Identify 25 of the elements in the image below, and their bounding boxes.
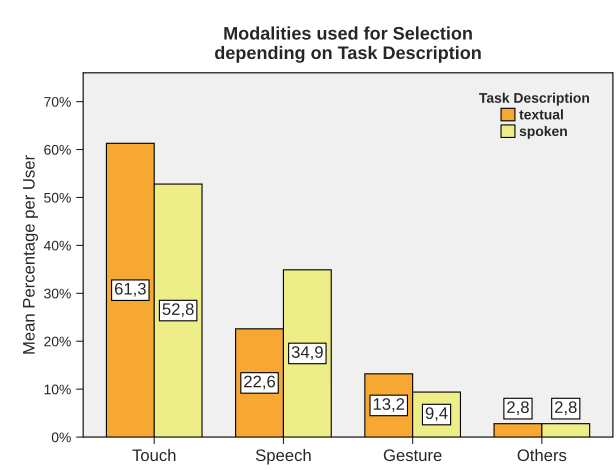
y-tick-label: 40% xyxy=(44,240,71,251)
data-label: 52,8 xyxy=(162,303,194,318)
y-tick-label: 20% xyxy=(44,336,71,346)
data-label: 2,8 xyxy=(555,401,577,416)
data-label: 2,8 xyxy=(507,401,529,416)
data-label: 61,3 xyxy=(114,282,146,297)
x-tick-label: Others xyxy=(518,448,566,462)
y-tick-label: 60% xyxy=(44,144,71,155)
y-tick-label: 70% xyxy=(44,96,71,107)
y-tick-label: 30% xyxy=(44,288,71,298)
x-tick-label: Gesture xyxy=(384,449,442,462)
x-tick-label: Touch xyxy=(132,448,176,462)
data-label: 9,4 xyxy=(426,407,448,422)
y-axis-title: Mean Percentage per User xyxy=(23,155,38,354)
legend-title: Task Description xyxy=(479,92,589,106)
data-label: 22,6 xyxy=(244,376,276,390)
y-tick-label: 50% xyxy=(44,192,71,203)
x-tick-label: Speech xyxy=(256,448,311,464)
legend-label: spoken xyxy=(520,126,567,139)
y-tick-label: 0% xyxy=(52,432,71,442)
data-label: 13,2 xyxy=(374,398,404,412)
y-tick-label: 10% xyxy=(44,384,71,394)
data-label: 34,9 xyxy=(292,346,323,360)
legend-label: textual xyxy=(519,109,563,120)
chart-title: Modalities used for Selection depending on Task Description xyxy=(215,26,481,63)
